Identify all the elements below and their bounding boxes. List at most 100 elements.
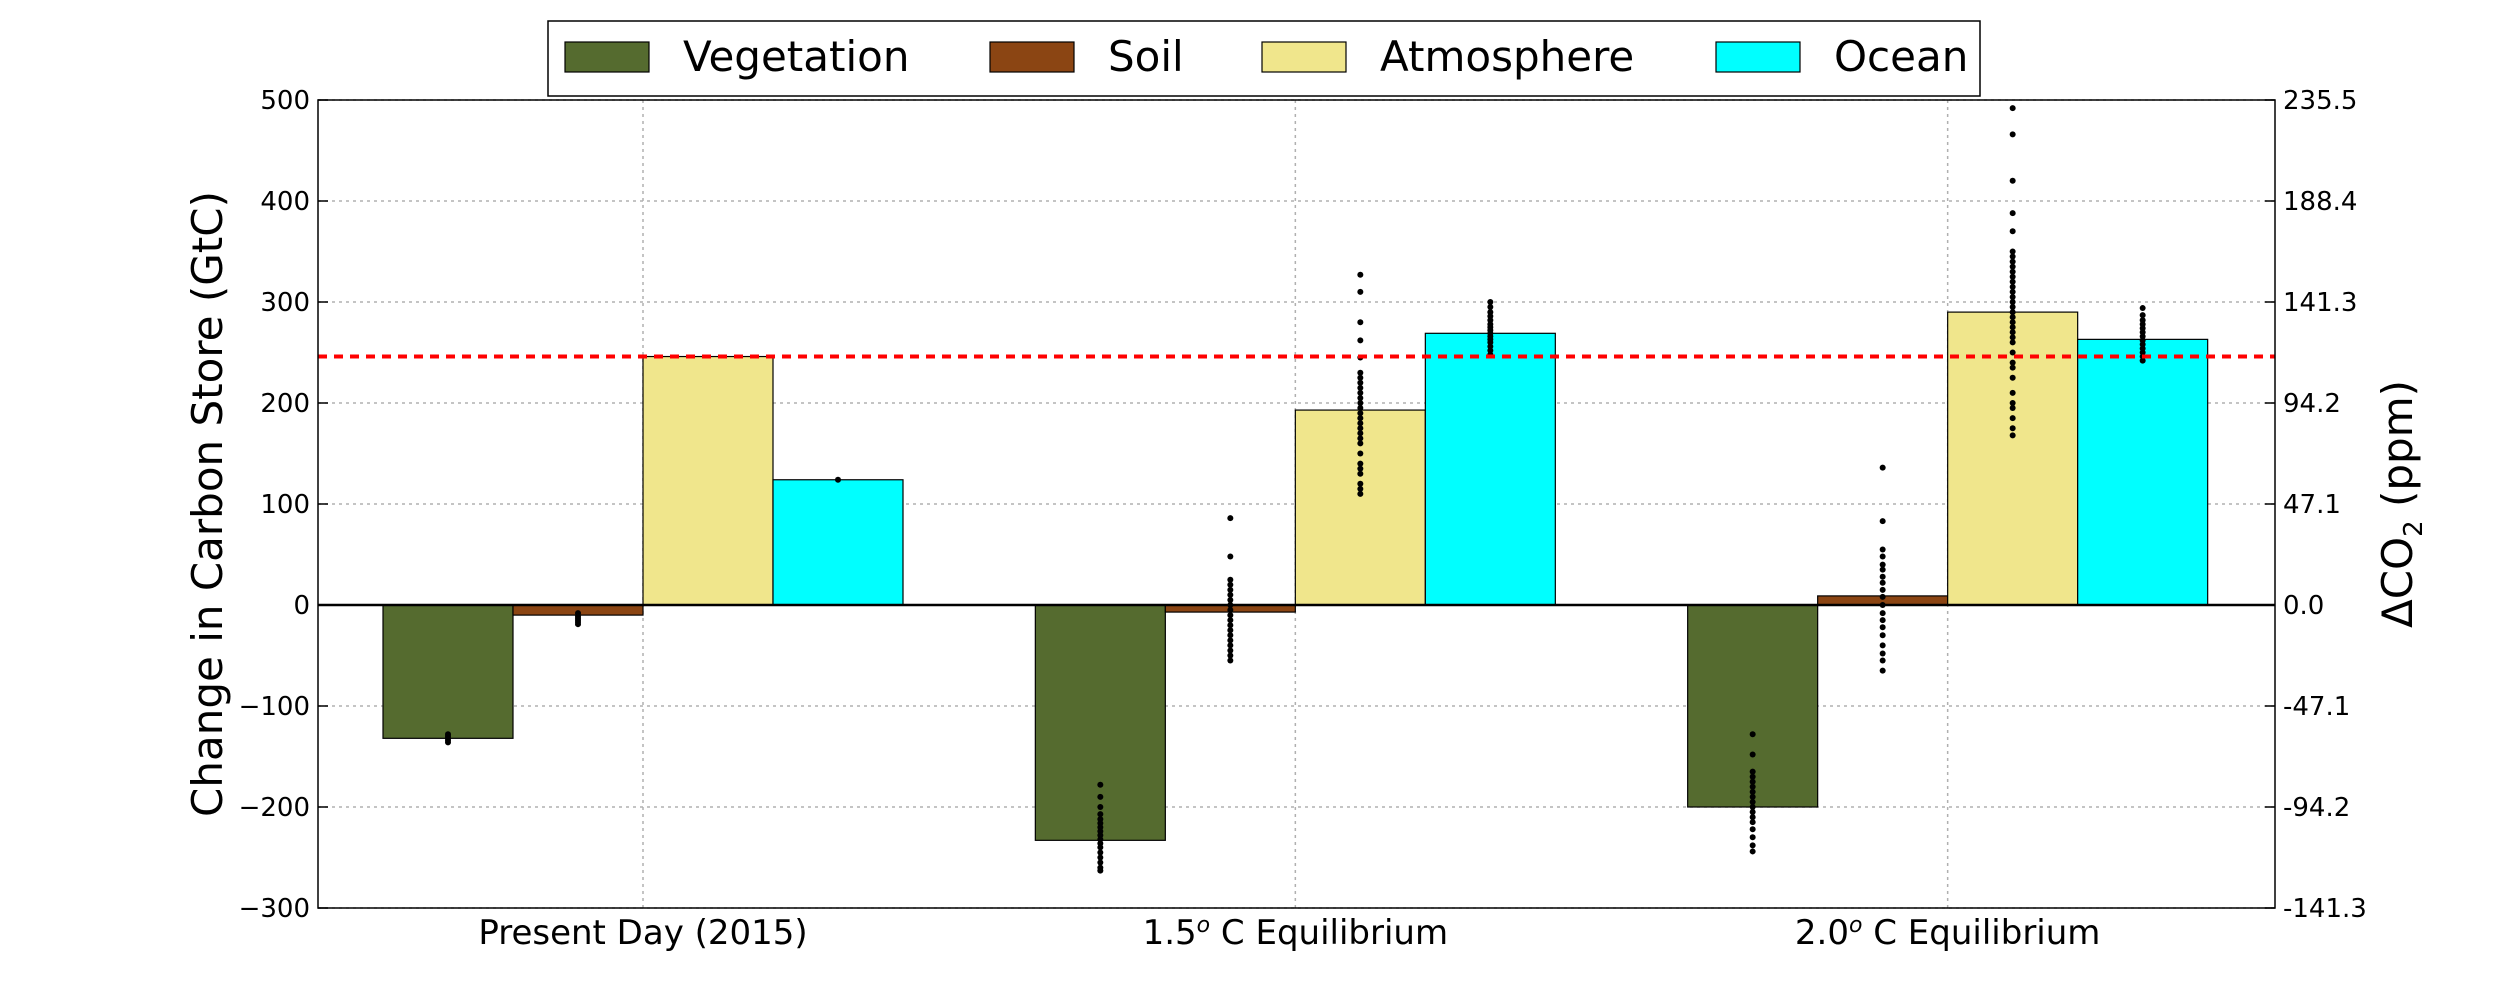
data-point-atmosphere	[1357, 384, 1364, 391]
data-point-atmosphere	[1357, 480, 1364, 487]
data-point-atmosphere	[2009, 309, 2016, 316]
y-tick-label: 300	[260, 288, 310, 318]
data-point-soil	[1879, 518, 1886, 525]
y-tick-label: 200	[260, 389, 310, 419]
data-point-atmosphere	[1357, 405, 1364, 412]
data-point-vegetation	[1749, 848, 1756, 855]
bar-vegetation	[382, 604, 514, 739]
data-point-atmosphere	[1357, 420, 1364, 427]
data-point-atmosphere	[1357, 460, 1364, 467]
data-point-atmosphere	[2009, 105, 2016, 112]
data-point-atmosphere	[2009, 415, 2016, 422]
data-point-atmosphere	[1357, 337, 1364, 344]
data-point-vegetation	[1097, 781, 1104, 788]
data-point-atmosphere	[1357, 389, 1364, 396]
y-axis-title: Change in Carbon Store (GtC)	[183, 191, 232, 817]
data-point-vegetation	[1097, 811, 1104, 818]
data-point-soil	[1227, 652, 1234, 659]
data-point-soil	[1227, 553, 1234, 560]
legend-label-atmosphere: Atmosphere	[1380, 32, 1634, 81]
data-point-soil	[1227, 515, 1234, 522]
data-point-vegetation	[1749, 731, 1756, 738]
data-point-atmosphere	[2009, 253, 2016, 260]
data-point-ocean	[1487, 304, 1494, 311]
data-point-vegetation	[1749, 773, 1756, 780]
x-category-label: 2.0o C Equilibrium	[1795, 913, 2101, 953]
data-point-atmosphere	[2009, 268, 2016, 275]
bars	[382, 311, 2209, 841]
data-point-atmosphere	[2009, 304, 2016, 311]
data-point-soil	[1879, 593, 1886, 600]
data-point-ocean	[2139, 305, 2146, 312]
data-point-soil	[1227, 607, 1234, 614]
data-point-vegetation	[1097, 867, 1104, 874]
data-point-soil	[575, 621, 581, 628]
data-point-vegetation	[1097, 849, 1104, 856]
data-point-atmosphere	[2009, 263, 2016, 270]
data-point-atmosphere	[1357, 430, 1364, 437]
data-point-ocean	[2139, 357, 2146, 364]
data-point-soil	[1227, 637, 1234, 644]
data-point-vegetation	[1749, 798, 1756, 805]
data-point-vegetation	[1749, 778, 1756, 785]
data-point-soil	[1227, 581, 1234, 588]
data-point-vegetation	[1749, 809, 1756, 816]
data-point-atmosphere	[1357, 374, 1364, 381]
data-point-atmosphere	[1357, 369, 1364, 376]
data-point-atmosphere	[2009, 389, 2016, 396]
x-category-label: 1.5o C Equilibrium	[1143, 913, 1449, 953]
legend-label-ocean: Ocean	[1834, 32, 1968, 81]
data-point-atmosphere	[2009, 288, 2016, 295]
data-point-atmosphere	[2009, 329, 2016, 336]
bar-vegetation	[1034, 604, 1166, 841]
data-point-soil	[1227, 617, 1234, 624]
y-tick-label: 400	[260, 187, 310, 217]
data-point-atmosphere	[2009, 210, 2016, 217]
y-tick-label: −300	[239, 894, 310, 924]
data-point-vegetation	[1749, 751, 1756, 758]
data-point-ocean	[2139, 312, 2146, 319]
bar-ocean	[772, 479, 904, 606]
y2-axis-title: ΔCO2 (ppm)	[2373, 380, 2429, 628]
legend-label-soil: Soil	[1108, 32, 1184, 81]
data-point-vegetation	[1097, 854, 1104, 861]
data-point-soil	[1227, 596, 1234, 603]
data-point-soil	[1879, 464, 1886, 471]
y2-tick-label: 141.3	[2283, 288, 2357, 318]
data-point-atmosphere	[2009, 364, 2016, 371]
data-point-atmosphere	[1357, 425, 1364, 432]
data-point-atmosphere	[1357, 400, 1364, 406]
y-tick-label: −200	[239, 793, 310, 823]
data-point-soil	[1879, 579, 1886, 586]
y2-tick-label: -94.2	[2283, 793, 2350, 823]
data-point-atmosphere	[2009, 293, 2016, 300]
bar-ocean	[1424, 332, 1556, 606]
y2-tick-label: 0.0	[2283, 591, 2324, 621]
data-point-atmosphere	[2009, 273, 2016, 280]
data-point-atmosphere	[1357, 379, 1364, 386]
data-point-soil	[1879, 610, 1886, 617]
data-point-atmosphere	[1357, 271, 1364, 278]
data-point-vegetation	[1097, 793, 1104, 800]
data-point-atmosphere	[2009, 405, 2016, 412]
data-point-soil	[1227, 642, 1234, 649]
legend-swatch-ocean	[1715, 41, 1801, 73]
data-point-soil	[1227, 647, 1234, 654]
data-point-soil	[1879, 573, 1886, 580]
data-point-atmosphere	[2009, 349, 2016, 356]
y-tick-label: 500	[260, 86, 310, 116]
data-point-vegetation	[1749, 819, 1756, 826]
data-point-vegetation	[1749, 788, 1756, 795]
data-point-soil	[1227, 632, 1234, 639]
y2-tick-label: 188.4	[2283, 187, 2357, 217]
legend-swatch-soil	[989, 41, 1075, 73]
data-point-soil	[1879, 632, 1886, 639]
data-point-vegetation	[1749, 783, 1756, 790]
data-point-atmosphere	[2009, 374, 2016, 381]
data-point-soil	[1227, 612, 1234, 619]
data-point-atmosphere	[2009, 359, 2016, 366]
data-point-soil	[1227, 627, 1234, 634]
data-point-vegetation	[1097, 859, 1104, 866]
